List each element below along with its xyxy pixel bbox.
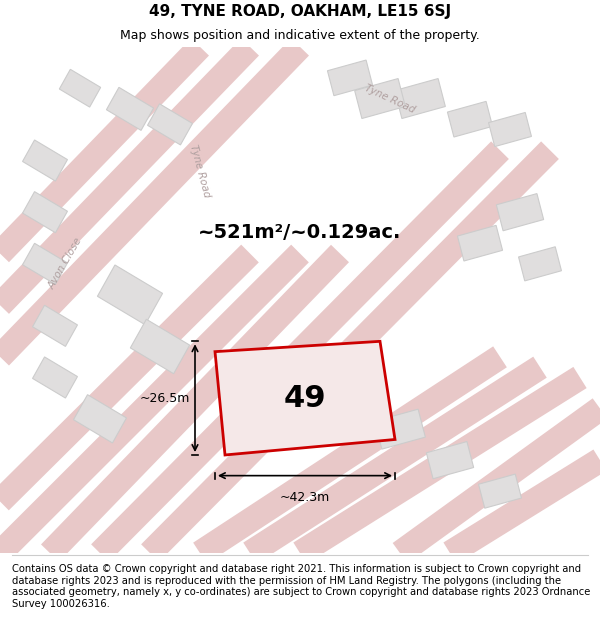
Bar — [448, 101, 493, 137]
Bar — [32, 305, 77, 346]
Bar — [488, 112, 532, 147]
Text: 49, TYNE ROAD, OAKHAM, LE15 6SJ: 49, TYNE ROAD, OAKHAM, LE15 6SJ — [149, 4, 451, 19]
Text: ~42.3m: ~42.3m — [280, 491, 330, 504]
Bar — [130, 319, 190, 374]
Text: Tyne Road: Tyne Road — [363, 82, 417, 114]
Bar — [23, 140, 67, 181]
Bar — [97, 265, 163, 325]
Bar — [374, 409, 425, 449]
Bar — [23, 243, 67, 284]
Polygon shape — [215, 341, 395, 455]
Bar — [23, 192, 67, 232]
Bar — [74, 394, 127, 443]
Bar — [427, 441, 473, 479]
Bar — [496, 194, 544, 231]
Bar — [355, 79, 406, 119]
Text: ~521m²/~0.129ac.: ~521m²/~0.129ac. — [199, 223, 401, 243]
Bar — [148, 104, 193, 145]
Bar — [106, 88, 154, 131]
Text: 49: 49 — [284, 384, 326, 412]
Text: Contains OS data © Crown copyright and database right 2021. This information is : Contains OS data © Crown copyright and d… — [12, 564, 590, 609]
Bar — [328, 60, 373, 96]
Bar — [457, 226, 503, 261]
Bar — [479, 474, 521, 508]
Bar — [395, 79, 445, 119]
Text: Avon Close: Avon Close — [46, 236, 84, 291]
Text: Map shows position and indicative extent of the property.: Map shows position and indicative extent… — [120, 29, 480, 42]
Text: ~26.5m: ~26.5m — [140, 392, 190, 404]
Bar — [518, 247, 562, 281]
Bar — [59, 69, 101, 107]
Text: Tyne Road: Tyne Road — [188, 143, 212, 199]
Bar — [32, 357, 77, 398]
